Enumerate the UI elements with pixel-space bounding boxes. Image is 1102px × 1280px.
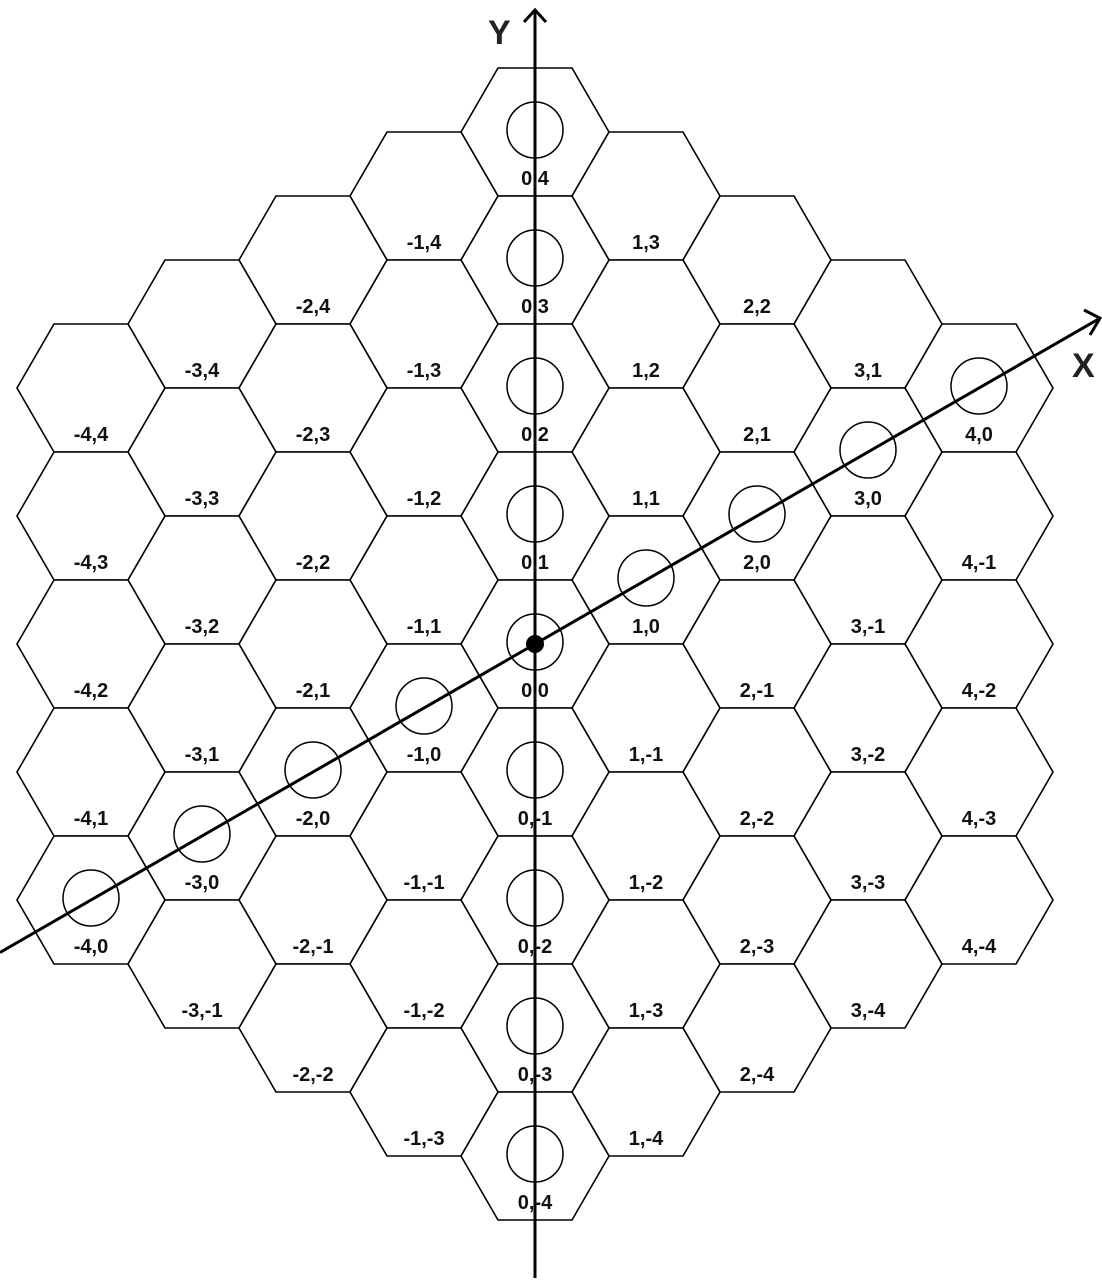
hex-label-0_0: 0,0 [521, 680, 549, 702]
hex-label-m4_0: -4,0 [74, 936, 108, 958]
hex-label-1_m3: 1,-3 [629, 1000, 663, 1022]
hex-label-m3_0: -3,0 [185, 872, 219, 894]
hex-label-0_3: 0,3 [521, 296, 549, 318]
hex-label-2_m4: 2,-4 [740, 1064, 775, 1086]
hex-label-m4_1: -4,1 [74, 808, 108, 830]
hex-label-2_2: 2,2 [743, 296, 771, 318]
hex-label-m4_2: -4,2 [74, 680, 108, 702]
hex-label-3_m3: 3,-3 [851, 872, 885, 894]
hex-label-m3_2: -3,2 [185, 616, 219, 638]
x-axis-marker-4_0 [950, 357, 1008, 415]
hex-label-3_m4: 3,-4 [851, 1000, 886, 1022]
hex-label-m2_2: -2,2 [296, 552, 330, 574]
hex-label-m2_3: -2,3 [296, 424, 330, 446]
hex-label-1_m2: 1,-2 [629, 872, 663, 894]
x-axis-line [0, 316, 1101, 954]
hex-label-4_0: 4,0 [965, 424, 993, 446]
hex-label-m1_3: -1,3 [407, 360, 441, 382]
hex-label-0_m1: 0,-1 [518, 808, 552, 830]
y-axis-marker-0_3 [506, 229, 564, 287]
hex-label-4_m1: 4,-1 [962, 552, 996, 574]
hex-label-m1_m3: -1,-3 [403, 1128, 444, 1150]
x-axis-marker--3_0 [173, 805, 231, 863]
hex-label-m1_0: -1,0 [407, 744, 441, 766]
hex-grid [16, 67, 1054, 1221]
hex-label-m1_2: -1,2 [407, 488, 441, 510]
hex-label-0_2: 0,2 [521, 424, 549, 446]
x-axis-marker--1_0 [395, 677, 453, 735]
hex-label-1_3: 1,3 [632, 232, 660, 254]
y-axis-label: Y [488, 14, 511, 52]
hex-label-1_m1: 1,-1 [629, 744, 663, 766]
y-axis-marker-0_1 [506, 485, 564, 543]
y-axis-marker-0_-1 [506, 741, 564, 799]
hex-label-0_m4: 0,-4 [518, 1192, 553, 1214]
hex-label-3_1: 3,1 [854, 360, 882, 382]
hex-label-m1_4: -1,4 [407, 232, 442, 254]
x-axis-marker--2_0 [284, 741, 342, 799]
hex-label-0_m2: 0,-2 [518, 936, 552, 958]
hex-label-0_m3: 0,-3 [518, 1064, 552, 1086]
axis-markers [62, 101, 1008, 1183]
hex-label-m1_1: -1,1 [407, 616, 441, 638]
hex-label-1_m4: 1,-4 [629, 1128, 664, 1150]
y-axis-marker-0_2 [506, 357, 564, 415]
x-axis-marker--4_0 [62, 869, 120, 927]
hex-label-m4_3: -4,3 [74, 552, 108, 574]
hex-label-2_m2: 2,-2 [740, 808, 774, 830]
x-axis-arrowhead [1083, 308, 1102, 336]
hex-label-4_m4: 4,-4 [962, 936, 997, 958]
hex-label-m4_4: -4,4 [74, 424, 109, 446]
hex-label-2_1: 2,1 [743, 424, 771, 446]
hex-label-4_m3: 4,-3 [962, 808, 996, 830]
hex-label-0_4: 0,4 [521, 168, 550, 190]
hex-label-m1_m2: -1,-2 [403, 1000, 444, 1022]
x-axis-marker-1_0 [617, 549, 675, 607]
x-axis-marker-3_0 [839, 421, 897, 479]
hex-label-m3_3: -3,3 [185, 488, 219, 510]
hex-label-m2_0: -2,0 [296, 808, 330, 830]
y-axis-arrowhead [522, 7, 548, 24]
x-axis-label: X [1072, 347, 1095, 385]
y-axis-marker-0_4 [506, 101, 564, 159]
y-axis-marker-0_0 [506, 613, 564, 671]
hex-label-3_m1: 3,-1 [851, 616, 885, 638]
hex-label-m2_m1: -2,-1 [292, 936, 333, 958]
hex-label-3_m2: 3,-2 [851, 744, 885, 766]
hex-label-2_m3: 2,-3 [740, 936, 774, 958]
y-axis-marker-0_-2 [506, 869, 564, 927]
hex-label-m2_m2: -2,-2 [292, 1064, 333, 1086]
y-axis-marker-0_-3 [506, 997, 564, 1055]
origin-point [526, 635, 544, 653]
hex-label-1_0: 1,0 [632, 616, 660, 638]
hex-label-4_m2: 4,-2 [962, 680, 996, 702]
hex-label-0_1: 0,1 [521, 552, 549, 574]
hex-label-m2_1: -2,1 [296, 680, 330, 702]
y-axis-marker-0_-4 [506, 1125, 564, 1183]
hex-label-3_0: 3,0 [854, 488, 882, 510]
hex-label-m3_m1: -3,-1 [181, 1000, 222, 1022]
hex-label-m3_4: -3,4 [185, 360, 220, 382]
hex-label-1_2: 1,2 [632, 360, 660, 382]
hex-label-1_1: 1,1 [632, 488, 660, 510]
hex-label-2_m1: 2,-1 [740, 680, 774, 702]
hex-label-2_0: 2,0 [743, 552, 771, 574]
hex-label-m1_m1: -1,-1 [403, 872, 444, 894]
hex-label-m2_4: -2,4 [296, 296, 331, 318]
hex-label-m3_1: -3,1 [185, 744, 219, 766]
hex-labels: 0,4 -1,4 1,3 0,3 -2,4 2,2 -3,4 -1,3 1,2 3,1 -4,4 -2… [74, 168, 997, 1214]
x-axis-marker-2_0 [728, 485, 786, 543]
